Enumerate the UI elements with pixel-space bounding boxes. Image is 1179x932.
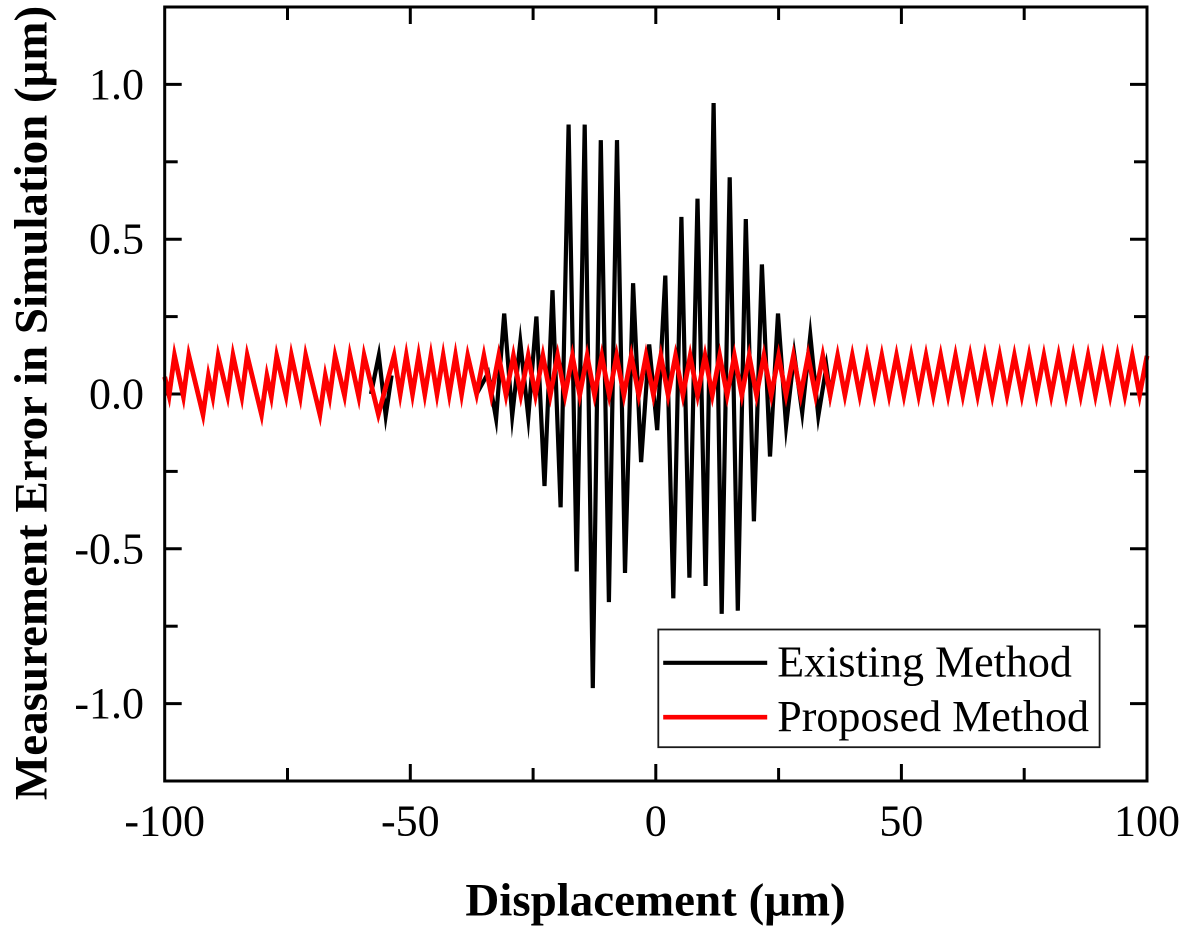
svg-text:-0.5: -0.5 <box>74 524 144 573</box>
svg-text:1.0: 1.0 <box>89 60 144 109</box>
svg-text:Displacement (μm): Displacement (μm) <box>465 875 845 927</box>
svg-text:0: 0 <box>645 797 667 846</box>
svg-text:0.0: 0.0 <box>89 370 144 419</box>
svg-text:Proposed Method: Proposed Method <box>777 692 1089 741</box>
svg-text:-50: -50 <box>381 797 440 846</box>
svg-text:Measurement Error in Simulatio: Measurement Error in Simulation (μm) <box>6 6 58 800</box>
svg-text:50: 50 <box>879 797 923 846</box>
svg-text:Existing Method: Existing Method <box>777 638 1072 687</box>
svg-text:-100: -100 <box>124 797 205 846</box>
svg-text:0.5: 0.5 <box>89 215 144 264</box>
svg-text:-1.0: -1.0 <box>74 679 144 728</box>
svg-text:100: 100 <box>1114 797 1179 846</box>
